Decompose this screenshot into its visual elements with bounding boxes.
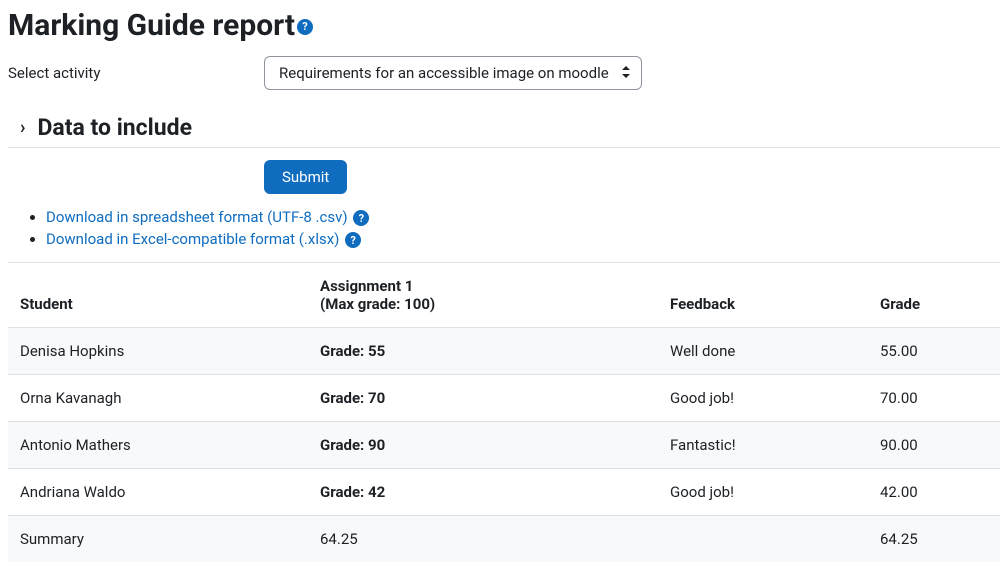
col-feedback-header: Feedback bbox=[658, 263, 868, 328]
data-to-include-toggle[interactable]: › Data to include bbox=[8, 110, 1000, 141]
divider bbox=[8, 147, 1000, 148]
cell-summary-avg: 64.25 bbox=[308, 516, 658, 563]
table-summary-row: Summary 64.25 64.25 bbox=[8, 516, 1000, 563]
col-grade-header: Grade bbox=[868, 263, 1000, 328]
cell-grade: 42.00 bbox=[868, 469, 1000, 516]
table-row: Denisa Hopkins Grade: 55 Well done 55.00 bbox=[8, 328, 1000, 375]
help-icon[interactable]: ? bbox=[345, 232, 361, 248]
assignment-max: (Max grade: 100) bbox=[320, 295, 646, 313]
submit-button[interactable]: Submit bbox=[264, 160, 347, 194]
grades-table: Student Assignment 1 (Max grade: 100) Fe… bbox=[8, 262, 1000, 562]
cell-summary-feedback bbox=[658, 516, 868, 563]
cell-grade: 90.00 bbox=[868, 422, 1000, 469]
cell-student: Denisa Hopkins bbox=[8, 328, 308, 375]
select-activity-label: Select activity bbox=[8, 64, 264, 82]
page-title-text: Marking Guide report bbox=[8, 8, 295, 43]
help-icon[interactable]: ? bbox=[353, 210, 369, 226]
table-row: Orna Kavanagh Grade: 70 Good job! 70.00 bbox=[8, 375, 1000, 422]
cell-grade: 55.00 bbox=[868, 328, 1000, 375]
cell-feedback: Well done bbox=[658, 328, 868, 375]
table-header-row: Student Assignment 1 (Max grade: 100) Fe… bbox=[8, 263, 1000, 328]
select-activity-row: Select activity Requirements for an acce… bbox=[8, 56, 1000, 90]
download-links-list: Download in spreadsheet format (UTF-8 .c… bbox=[8, 208, 1000, 248]
table-row: Antonio Mathers Grade: 90 Fantastic! 90.… bbox=[8, 422, 1000, 469]
data-to-include-title: Data to include bbox=[37, 114, 192, 141]
cell-summary-label: Summary bbox=[8, 516, 308, 563]
help-icon[interactable]: ? bbox=[297, 19, 313, 35]
download-xlsx-link[interactable]: Download in Excel-compatible format (.xl… bbox=[46, 230, 339, 248]
col-assignment-header: Assignment 1 (Max grade: 100) bbox=[308, 263, 658, 328]
select-activity-dropdown[interactable]: Requirements for an accessible image on … bbox=[264, 56, 642, 90]
list-item: Download in Excel-compatible format (.xl… bbox=[46, 230, 1000, 248]
cell-grade-label: Grade: 70 bbox=[308, 375, 658, 422]
cell-feedback: Good job! bbox=[658, 375, 868, 422]
cell-student: Orna Kavanagh bbox=[8, 375, 308, 422]
assignment-name: Assignment 1 bbox=[320, 277, 646, 295]
cell-summary-grade: 64.25 bbox=[868, 516, 1000, 563]
download-csv-link[interactable]: Download in spreadsheet format (UTF-8 .c… bbox=[46, 208, 348, 226]
table-row: Andriana Waldo Grade: 42 Good job! 42.00 bbox=[8, 469, 1000, 516]
chevron-right-icon: › bbox=[20, 117, 25, 138]
cell-feedback: Good job! bbox=[658, 469, 868, 516]
list-item: Download in spreadsheet format (UTF-8 .c… bbox=[46, 208, 1000, 226]
cell-feedback: Fantastic! bbox=[658, 422, 868, 469]
page-title: Marking Guide report? bbox=[8, 8, 1000, 44]
table-body: Denisa Hopkins Grade: 55 Well done 55.00… bbox=[8, 328, 1000, 563]
cell-grade-label: Grade: 42 bbox=[308, 469, 658, 516]
select-activity-wrapper: Requirements for an accessible image on … bbox=[264, 56, 642, 90]
submit-row: Submit bbox=[8, 160, 1000, 194]
cell-grade-label: Grade: 90 bbox=[308, 422, 658, 469]
cell-student: Andriana Waldo bbox=[8, 469, 308, 516]
cell-student: Antonio Mathers bbox=[8, 422, 308, 469]
cell-grade: 70.00 bbox=[868, 375, 1000, 422]
col-student-header: Student bbox=[8, 263, 308, 328]
cell-grade-label: Grade: 55 bbox=[308, 328, 658, 375]
